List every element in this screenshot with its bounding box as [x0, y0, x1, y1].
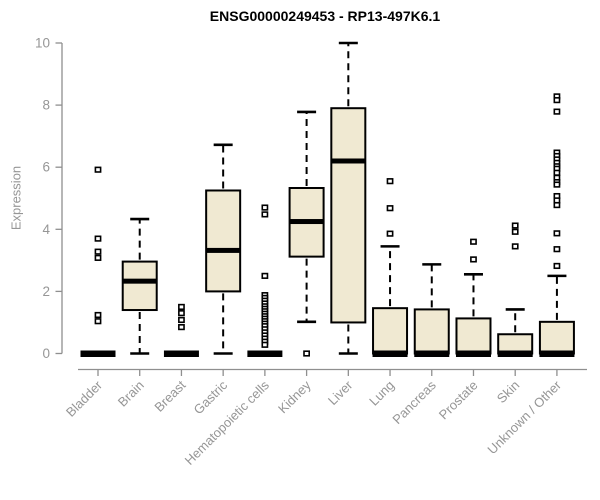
median-line	[331, 158, 366, 164]
outlier-point	[261, 204, 269, 211]
outlier-point	[94, 235, 102, 242]
x-tick-label-breast: Breast	[151, 377, 188, 414]
outlier-point	[261, 211, 269, 218]
y-tick-label: 8	[42, 98, 50, 113]
x-tick-label-gastric: Gastric	[191, 377, 231, 417]
outlier-point	[553, 169, 561, 176]
x-tick-label-liver: Liver	[325, 377, 356, 408]
iqr-box	[330, 107, 367, 324]
x-tick-label-kidney: Kidney	[275, 377, 314, 416]
outlier-point	[303, 350, 310, 357]
x-tick-label-bladder: Bladder	[63, 377, 106, 420]
boxplot-lung	[372, 178, 409, 357]
outlier-point	[553, 230, 561, 237]
outlier-point	[511, 228, 519, 235]
median-line	[206, 247, 241, 253]
outlier-point	[386, 205, 394, 212]
iqr-box	[455, 317, 492, 355]
outlier-point	[261, 272, 269, 279]
chart-title: ENSG00000249453 - RP13-497K6.1	[209, 8, 441, 24]
y-tick-label: 2	[42, 284, 50, 299]
y-tick-label: 10	[35, 36, 50, 51]
boxplot-gastric	[205, 143, 242, 355]
boxplot-brain	[121, 217, 158, 355]
outlier-point	[178, 310, 185, 317]
iqr-box	[121, 260, 158, 312]
outlier-point	[94, 166, 102, 173]
median-line	[414, 350, 450, 357]
outlier-point	[553, 201, 561, 209]
median-line	[497, 350, 533, 357]
x-tick-label-pancreas: Pancreas	[389, 377, 439, 427]
median-line	[289, 219, 324, 225]
iqr-box	[205, 189, 242, 293]
outlier-point	[511, 222, 519, 229]
y-tick-label: 0	[42, 346, 50, 361]
boxplot-unknown-other	[538, 93, 575, 357]
outlier-point	[386, 230, 394, 237]
outlier-point	[94, 248, 102, 255]
median-line	[122, 278, 157, 284]
boxplot-pancreas	[413, 263, 450, 357]
x-tick-label-skin: Skin	[494, 378, 522, 406]
outlier-point	[178, 324, 185, 331]
outlier-point	[553, 181, 561, 188]
outlier-point	[386, 178, 394, 185]
median-line	[372, 350, 408, 357]
outlier-point	[94, 318, 102, 325]
median-line	[539, 350, 575, 357]
outlier-point	[470, 256, 477, 263]
iqr-box	[372, 307, 409, 355]
x-tick-label-prostate: Prostate	[436, 378, 481, 423]
boxplot-breast	[163, 303, 199, 357]
outlier-point	[553, 97, 561, 104]
x-tick-label-lung: Lung	[366, 378, 397, 409]
boxplot-skin	[497, 222, 534, 357]
x-tick-label-unknown-other: Unknown / Other	[484, 377, 564, 457]
outlier-point	[470, 238, 477, 245]
boxplot-prostate	[455, 238, 492, 357]
outlier-point	[94, 311, 102, 319]
boxplot-bladder	[80, 166, 116, 357]
x-tick-label-brain: Brain	[115, 378, 147, 410]
y-tick-label: 4	[42, 222, 50, 237]
median-line	[455, 350, 491, 357]
outlier-point	[553, 108, 561, 115]
outlier-point	[511, 243, 519, 250]
outlier-point	[553, 246, 561, 253]
boxplot-hematopoietic-cells	[247, 204, 283, 357]
boxplot-kidney	[288, 110, 325, 357]
boxplot-liver	[330, 41, 367, 355]
outlier-point	[261, 341, 269, 348]
median-line	[80, 350, 116, 357]
outlier-point	[553, 262, 561, 270]
y-axis: 0 2 4 6 8 10	[35, 36, 63, 361]
median-line	[247, 350, 283, 357]
iqr-box	[413, 308, 450, 355]
iqr-box	[538, 320, 575, 355]
median-line	[163, 350, 199, 357]
outlier-point	[178, 316, 185, 324]
outlier-point	[178, 303, 185, 311]
outlier-point	[94, 254, 102, 261]
y-tick-label: 6	[42, 160, 50, 175]
